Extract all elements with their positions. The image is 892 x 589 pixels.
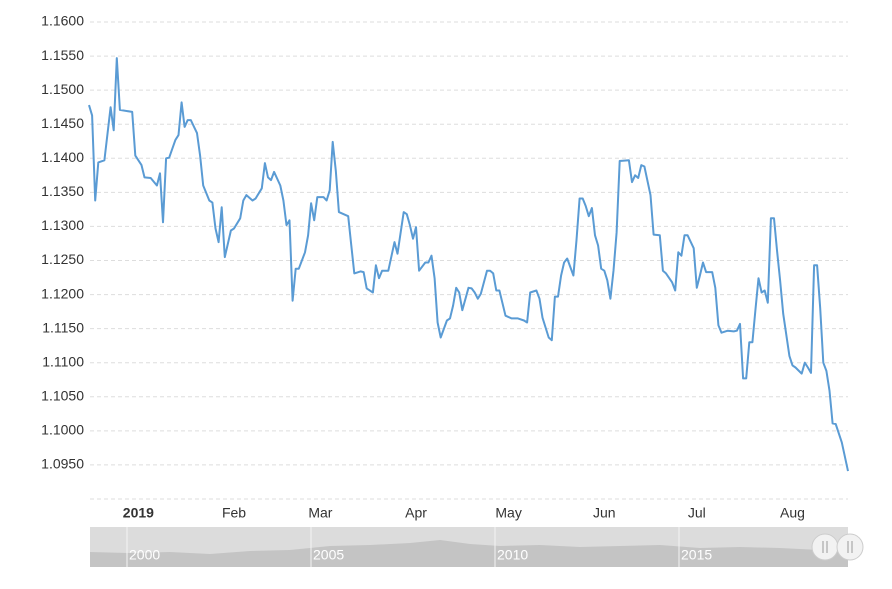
navigator-area bbox=[90, 540, 848, 567]
y-tick-label: 1.1500 bbox=[41, 81, 84, 97]
navigator-label: 2010 bbox=[497, 547, 528, 563]
x-tick-label: Jun bbox=[593, 505, 616, 521]
x-tick-label: Apr bbox=[405, 505, 427, 521]
y-tick-label: 1.1600 bbox=[41, 13, 84, 29]
y-tick-label: 1.1200 bbox=[41, 285, 84, 301]
navigator-handle[interactable] bbox=[811, 533, 839, 561]
navigator-label: 2005 bbox=[313, 547, 344, 563]
y-tick-label: 1.0950 bbox=[41, 456, 84, 472]
y-tick-label: 1.1450 bbox=[41, 115, 84, 131]
navigator-dividers bbox=[126, 527, 680, 567]
navigator-label: 2015 bbox=[681, 547, 712, 563]
navigator-handle[interactable] bbox=[836, 533, 864, 561]
y-tick-label: 1.1550 bbox=[41, 47, 84, 63]
y-tick-label: 1.1350 bbox=[41, 183, 84, 199]
y-tick-label: 1.1100 bbox=[42, 353, 84, 369]
x-tick-label: Feb bbox=[222, 505, 246, 521]
y-tick-label: 1.1400 bbox=[41, 149, 84, 165]
x-tick-label: Mar bbox=[308, 505, 332, 521]
line-series bbox=[88, 57, 849, 472]
x-tick-label: May bbox=[495, 505, 521, 521]
x-tick-label: Aug bbox=[780, 505, 805, 521]
x-tick-label: 2019 bbox=[123, 505, 154, 521]
y-tick-label: 1.1150 bbox=[42, 319, 84, 335]
y-tick-label: 1.1300 bbox=[41, 217, 84, 233]
x-tick-label: Jul bbox=[688, 505, 706, 521]
y-tick-label: 1.1050 bbox=[41, 387, 84, 403]
y-tick-label: 1.1250 bbox=[41, 251, 84, 267]
y-tick-label: 1.1000 bbox=[41, 422, 84, 438]
navigator-label: 2000 bbox=[129, 547, 160, 563]
